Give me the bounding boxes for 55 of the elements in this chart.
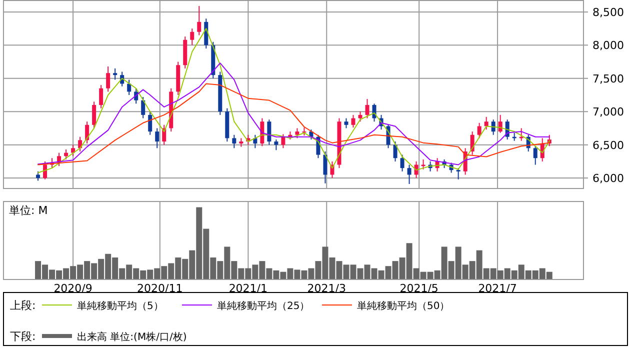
candlestick: [36, 170, 40, 182]
candlestick: [393, 141, 398, 162]
candlestick: [365, 98, 370, 119]
candlestick: [190, 28, 194, 46]
candlestick: [323, 150, 328, 184]
legend-label: 出来高 単位:(M株/口/枚): [77, 331, 187, 343]
candlestick: [253, 134, 258, 149]
candlestick: [421, 158, 426, 170]
legend-label: 単純移動平均（50）: [357, 300, 450, 312]
candlestick: [267, 119, 272, 146]
x-tick-label: 2021/1: [228, 282, 268, 295]
y-tick-label: 8,500: [592, 6, 624, 19]
x-tick-label: 2021/3: [307, 282, 346, 295]
y-tick-label: 7,000: [592, 106, 624, 119]
x-tick-label: 2020/9: [54, 282, 92, 295]
x-tick-label: 2021/5: [400, 282, 438, 295]
candlestick: [407, 164, 412, 185]
candlestick: [64, 148, 68, 160]
candlestick: [127, 79, 132, 96]
candlestick: [477, 122, 482, 139]
candlestick: [491, 119, 496, 136]
candlestick: [344, 118, 348, 129]
candlestick: [43, 160, 48, 180]
legend-label: 単純移動平均（25）: [217, 300, 310, 312]
candlestick: [197, 5, 202, 36]
annotation: 単位: M: [9, 204, 48, 217]
candlestick: [71, 144, 76, 157]
candlestick: [498, 114, 502, 134]
legend-label: 単純移動平均（5）: [77, 300, 164, 312]
candlestick: [351, 114, 356, 128]
candlestick: [99, 84, 104, 109]
candlestick: [281, 134, 286, 149]
candlestick: [92, 101, 96, 129]
candlestick: [533, 146, 538, 166]
candlestick: [148, 111, 152, 136]
x-tick-label: 2021/7: [478, 282, 517, 295]
legend-title: 下段:: [10, 330, 36, 343]
y-tick-label: 6,000: [592, 172, 624, 186]
candlestick: [141, 96, 146, 119]
y-tick-label: 8,000: [592, 39, 624, 52]
candlestick: [295, 128, 300, 139]
candlestick: [78, 136, 82, 152]
legend-title: 上段:: [10, 299, 36, 312]
candlestick: [400, 154, 404, 172]
y-tick-label: 7,500: [592, 72, 624, 86]
candlestick: [274, 139, 278, 151]
candlestick: [113, 68, 118, 80]
y-tick-label: 6,500: [592, 138, 624, 152]
x-tick-label: 2020/11: [137, 282, 183, 295]
candlestick: [456, 168, 460, 180]
candlestick: [232, 134, 236, 149]
candlestick: [484, 116, 488, 130]
candlestick: [358, 111, 362, 122]
candlestick: [106, 66, 110, 92]
candlestick: [155, 128, 160, 149]
